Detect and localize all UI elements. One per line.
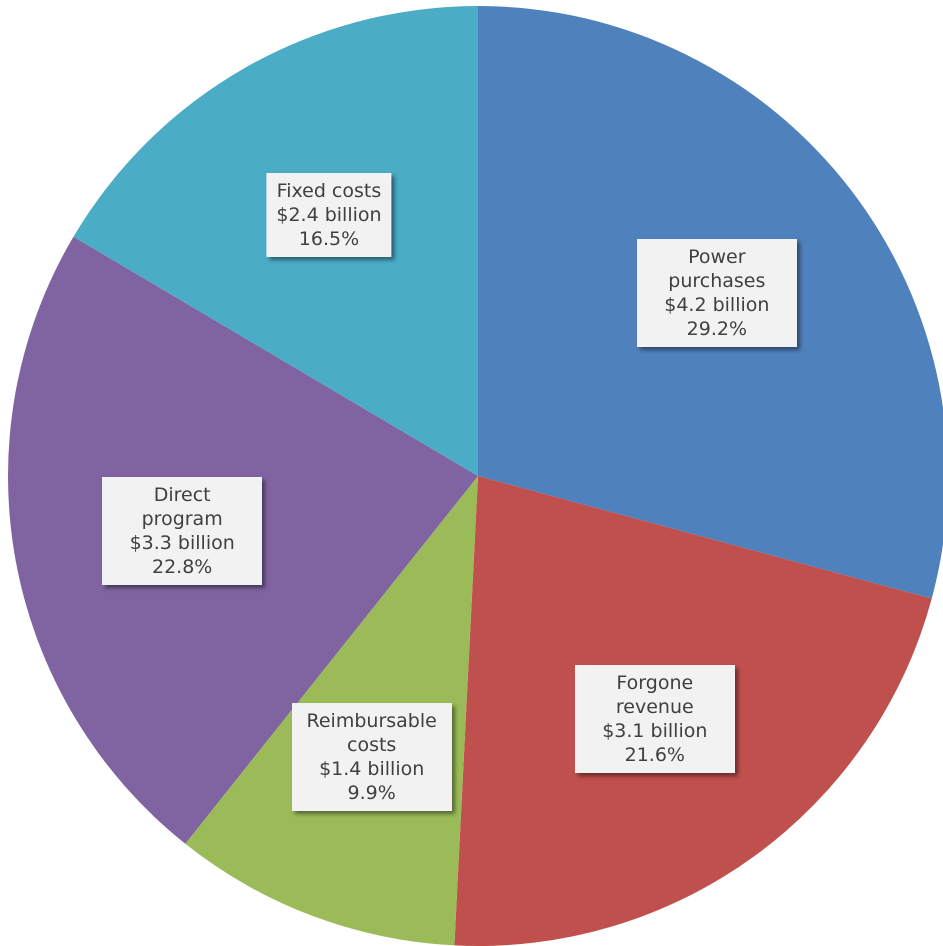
value-label: 21.6%	[624, 744, 685, 767]
data-label: Direct program $3.3 billion 22.8%	[102, 476, 263, 585]
data-label: Power purchases $4.2 billion 29.2%	[636, 239, 797, 348]
value-label: 16.5%	[298, 227, 360, 250]
data-label: Reimbursable costs $1.4 billion 9.9%	[291, 703, 452, 812]
category-label: Reimbursable costs	[306, 710, 437, 757]
value-label: 22.8%	[151, 555, 213, 578]
amount-label: $1.4 billion	[319, 758, 425, 781]
amount-label: $3.1 billion	[602, 720, 708, 743]
category-label: Power purchases	[668, 246, 766, 293]
data-label: Forgone revenue $3.1 billion 21.6%	[574, 665, 735, 774]
category-label: Fixed costs	[276, 179, 382, 202]
data-label: Fixed costs $2.4 billion 16.5%	[266, 172, 392, 257]
category-label: Forgone revenue	[615, 672, 694, 719]
value-label: 29.2%	[686, 318, 747, 341]
value-label: 9.9%	[347, 782, 396, 805]
amount-label: $3.3 billion	[129, 531, 235, 554]
category-label: Direct program	[141, 483, 223, 530]
amount-label: $4.2 billion	[664, 294, 770, 317]
amount-label: $2.4 billion	[276, 203, 382, 226]
